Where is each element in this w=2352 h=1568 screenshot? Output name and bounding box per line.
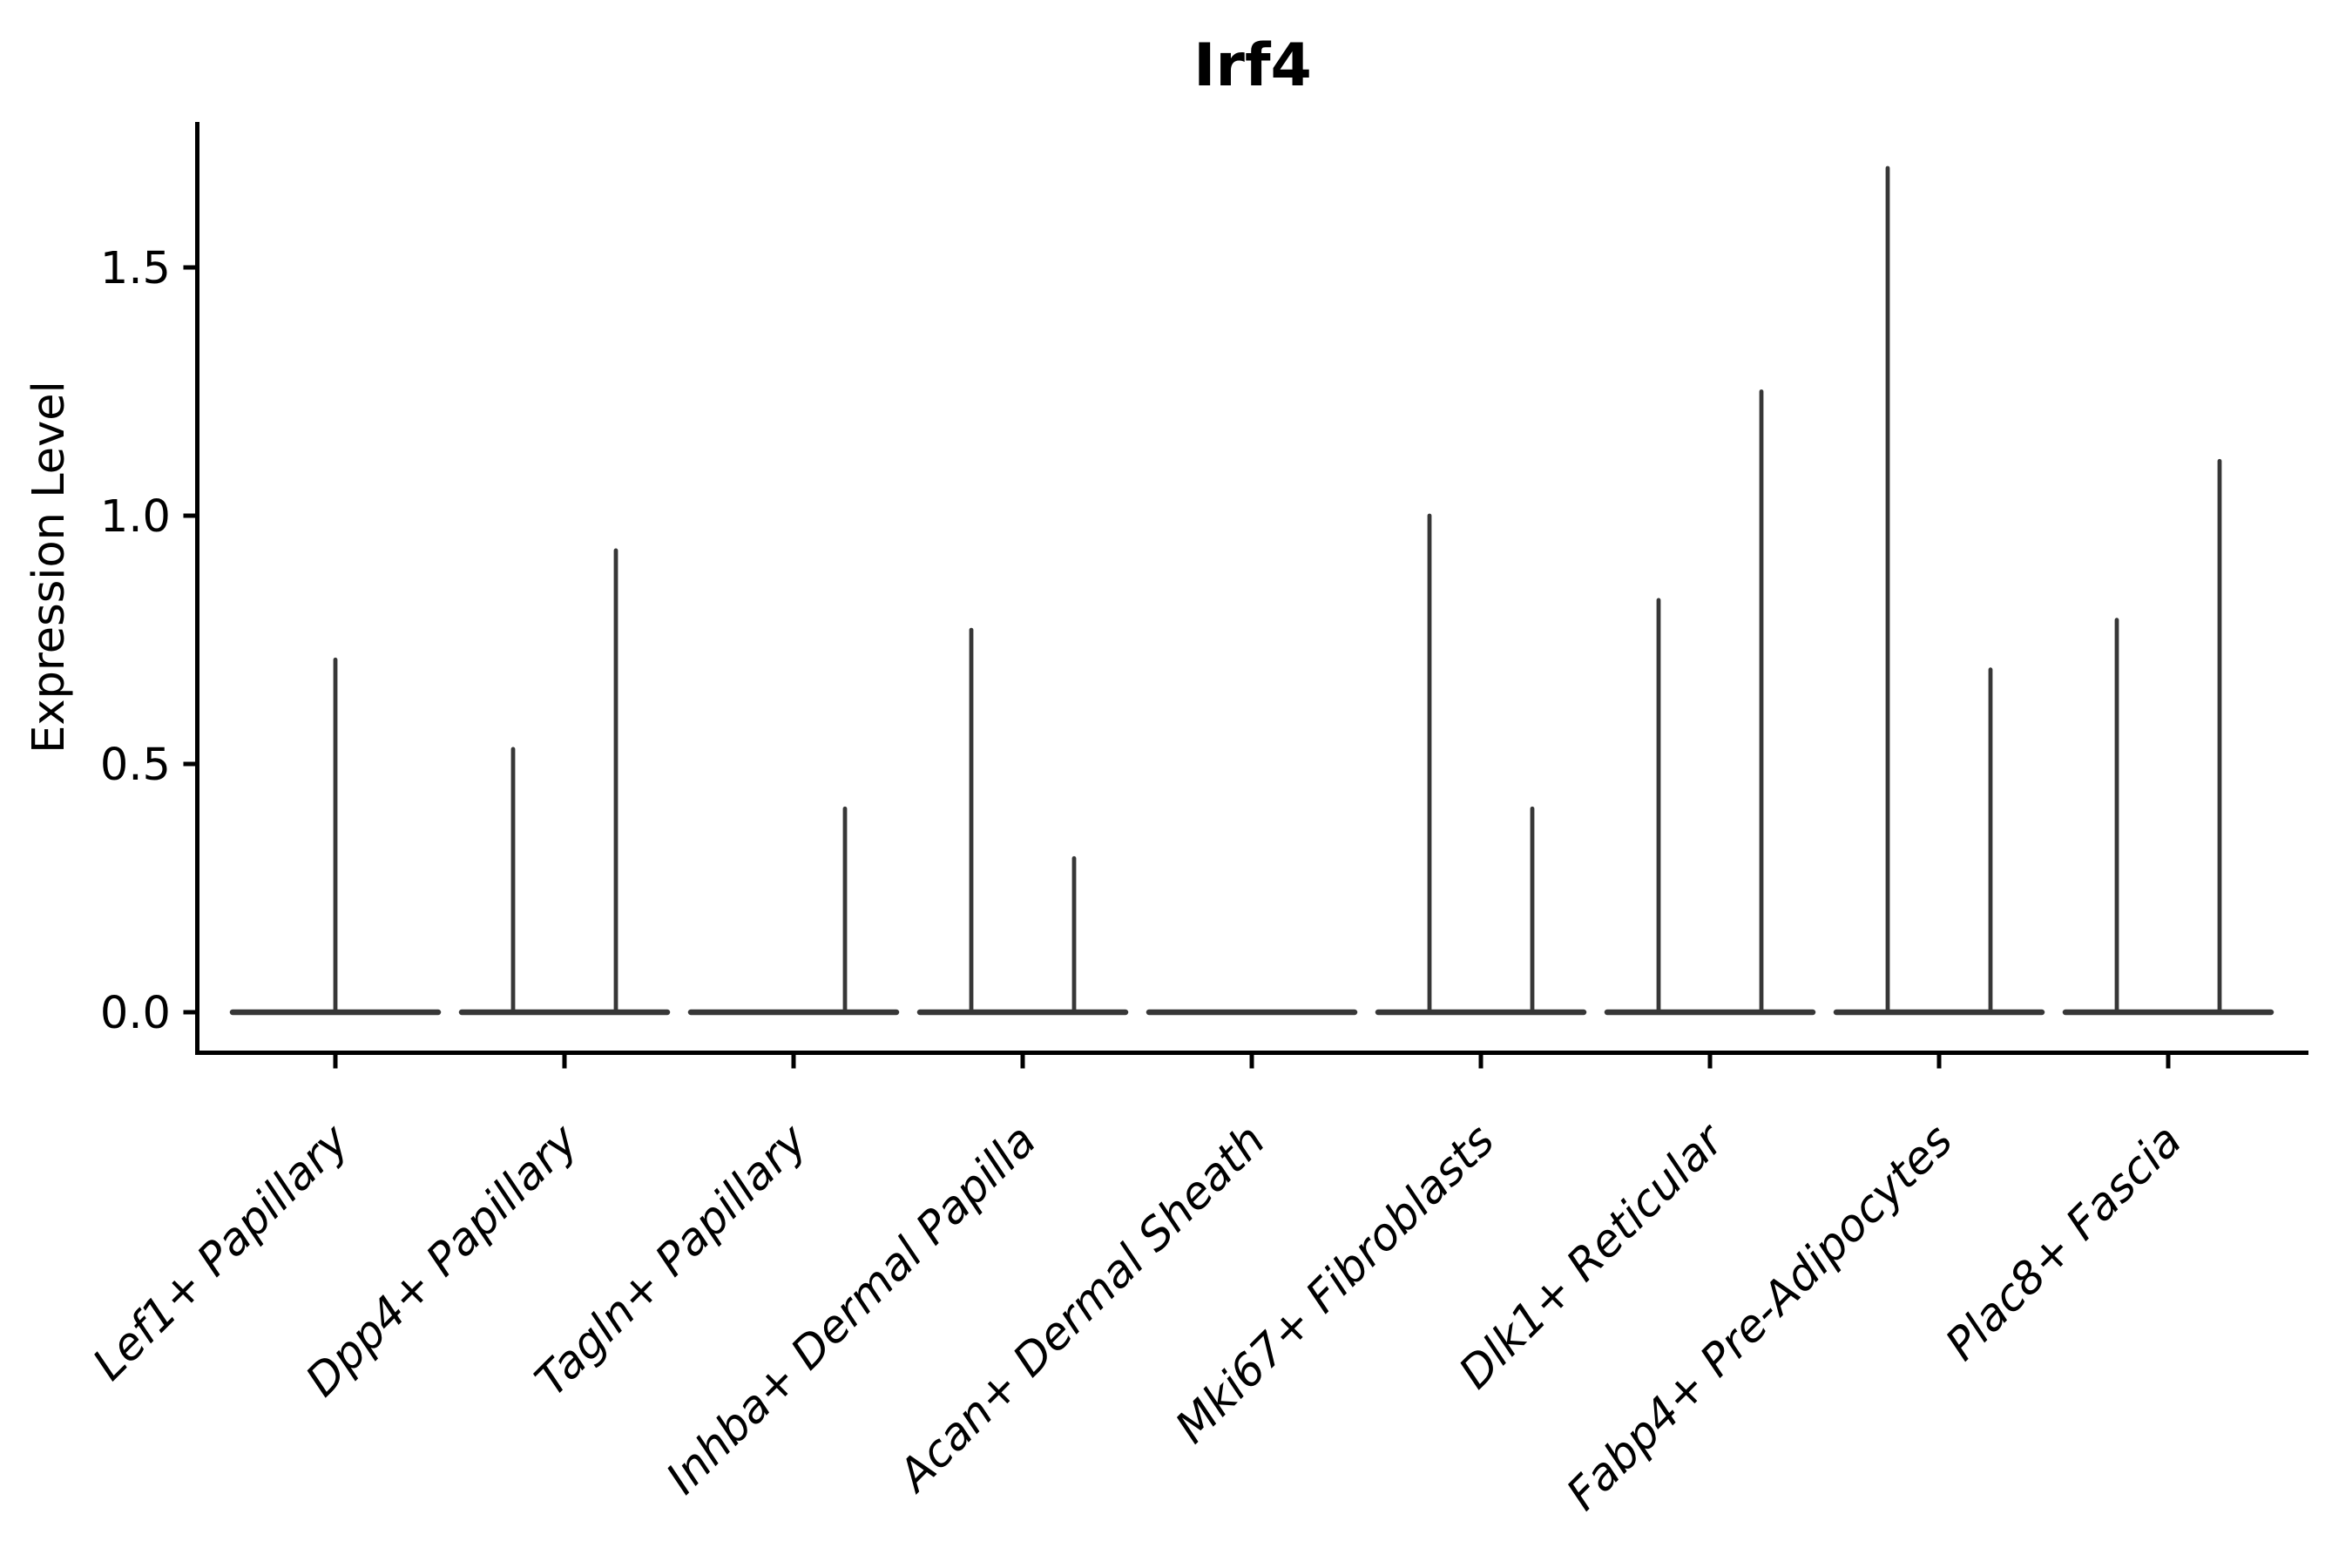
y-tick-label: 0.5 <box>100 740 171 791</box>
x-tick-label: Inhba+ Dermal Papilla <box>657 1115 1046 1504</box>
y-tick-label: 0.0 <box>100 988 171 1039</box>
x-tick-label: Fabp4+ Pre-Adipocytes <box>1558 1115 1963 1521</box>
violin-series <box>229 166 2274 1016</box>
x-tick-label: Plac8+ Fascia <box>1936 1115 2193 1371</box>
y-axis-label: Expression Level <box>24 381 75 754</box>
axes <box>195 122 2308 1055</box>
y-tick-label: 1.0 <box>100 491 171 543</box>
y-axis-ticks: 0.0 0.5 1.0 1.5 <box>100 243 198 1039</box>
y-tick-label: 1.5 <box>100 243 171 294</box>
chart-title: Irf4 <box>1193 31 1312 100</box>
x-tick-label: Acan+ Dermal Sheath <box>888 1115 1275 1503</box>
